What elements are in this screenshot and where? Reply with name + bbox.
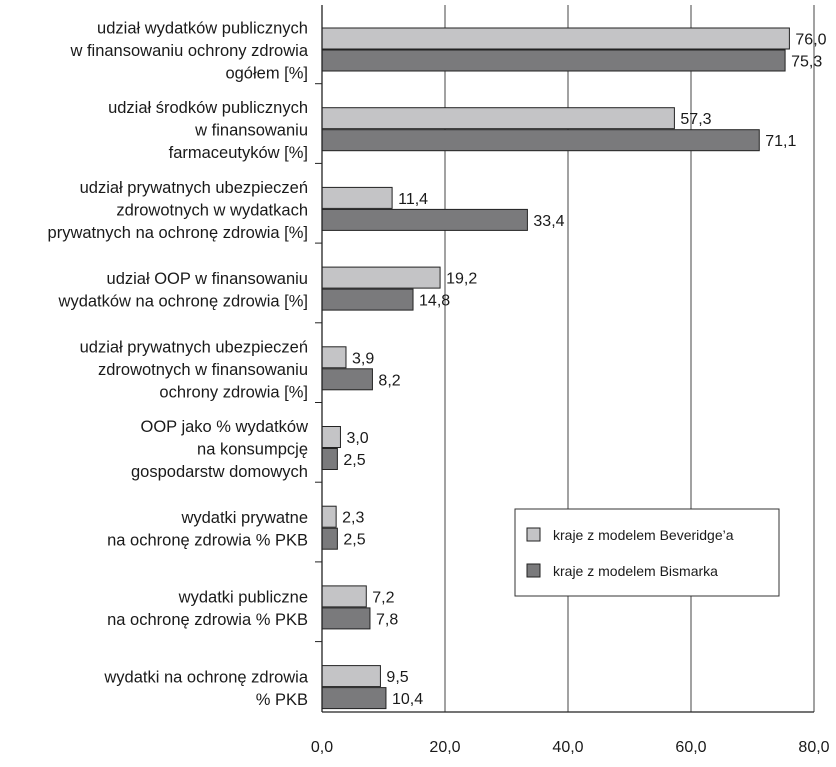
bar-beveridge <box>321 186 393 209</box>
category-label: wydatki na ochronę zdrowia% PKB <box>103 668 308 709</box>
bar-bismarck <box>321 607 371 630</box>
data-label-bismarck: 33,4 <box>533 213 564 230</box>
data-label-beveridge: 76,0 <box>795 32 826 49</box>
legend-swatch-beveridge <box>526 527 541 542</box>
category-label: udział prywatnych ubezpieczeń zdrowotnych… <box>80 338 308 401</box>
legend: kraje z modelem Beveridge’a kraje z model… <box>514 508 780 597</box>
bar-beveridge <box>321 505 337 528</box>
bar-beveridge <box>321 426 341 448</box>
category-label: wydatki prywatne na ochronę zdrowia % PKB <box>107 509 308 550</box>
category-label: wydatki publiczne na ochronę zdrowia % PK… <box>107 589 308 630</box>
data-label-beveridge: 11,4 <box>398 191 428 208</box>
bar-bismarck <box>321 368 373 391</box>
bar-bismarck <box>321 527 338 550</box>
category-label: udział środków publicznych w finansowaniu… <box>108 99 308 162</box>
data-label-bismarck: 75,3 <box>791 54 822 71</box>
data-label-bismarck: 14,8 <box>419 293 450 310</box>
data-label-bismarck: 7,8 <box>376 611 398 628</box>
bars <box>321 27 790 710</box>
data-label-bismarck: 10,4 <box>392 691 423 708</box>
bar-beveridge <box>321 266 441 289</box>
data-label-bismarck: 8,2 <box>378 372 400 389</box>
data-label-beveridge: 9,5 <box>386 669 408 686</box>
x-tick-label: 40,0 <box>552 739 583 756</box>
legend-label-beveridge: kraje z modelem Beveridge’a <box>553 527 734 543</box>
legend-label-bismarck: kraje z modelem Bismarka <box>553 563 718 579</box>
legend-swatch-bismarck <box>526 563 541 578</box>
x-tick-label: 20,0 <box>429 739 460 756</box>
legend-box <box>514 508 780 597</box>
data-label-beveridge: 19,2 <box>446 271 477 288</box>
data-labels: 76,0 75,3 57,3 71,1 11,4 33,4 19,2 14,8 3,98,2 3,… <box>342 32 826 709</box>
category-label: OOP jako % wydatków na konsumpcję gospodar… <box>131 418 308 481</box>
bar-beveridge <box>321 107 675 130</box>
data-label-beveridge: 3,9 <box>352 350 374 367</box>
x-tick-label: 60,0 <box>675 739 706 756</box>
bar-bismarck <box>321 208 528 231</box>
bar-bismarck <box>321 687 387 710</box>
data-label-bismarck: 2,5 <box>343 452 365 469</box>
bar-bismarck <box>321 49 786 72</box>
bar-beveridge <box>321 27 790 50</box>
bar-beveridge <box>321 585 367 608</box>
axes <box>315 5 814 713</box>
bar-beveridge <box>321 346 347 369</box>
category-labels: udział wydatków publicznych w finansowani… <box>48 20 309 709</box>
category-label: udział OOP w finansowaniu wydatków na och… <box>58 270 308 311</box>
data-label-bismarck: 71,1 <box>765 133 796 150</box>
data-label-bismarck: 2,5 <box>343 532 365 549</box>
data-label-beveridge: 2,3 <box>342 510 364 527</box>
data-label-beveridge: 57,3 <box>680 111 711 128</box>
bar-bismarck <box>321 129 760 152</box>
category-label: udział wydatków publicznych w finansowani… <box>69 20 308 83</box>
x-tick-labels: 0,0 20,0 40,0 60,0 80,0 <box>311 739 830 756</box>
category-label: udział prywatnych ubezpieczeń zdrowotnych… <box>48 179 308 242</box>
data-label-beveridge: 7,2 <box>372 589 394 606</box>
bar-bismarck <box>321 448 338 470</box>
x-tick-label: 80,0 <box>798 739 829 756</box>
data-label-beveridge: 3,0 <box>346 430 368 447</box>
x-tick-label: 0,0 <box>311 739 333 756</box>
bar-beveridge <box>321 665 381 688</box>
bar-bismarck <box>321 288 414 311</box>
